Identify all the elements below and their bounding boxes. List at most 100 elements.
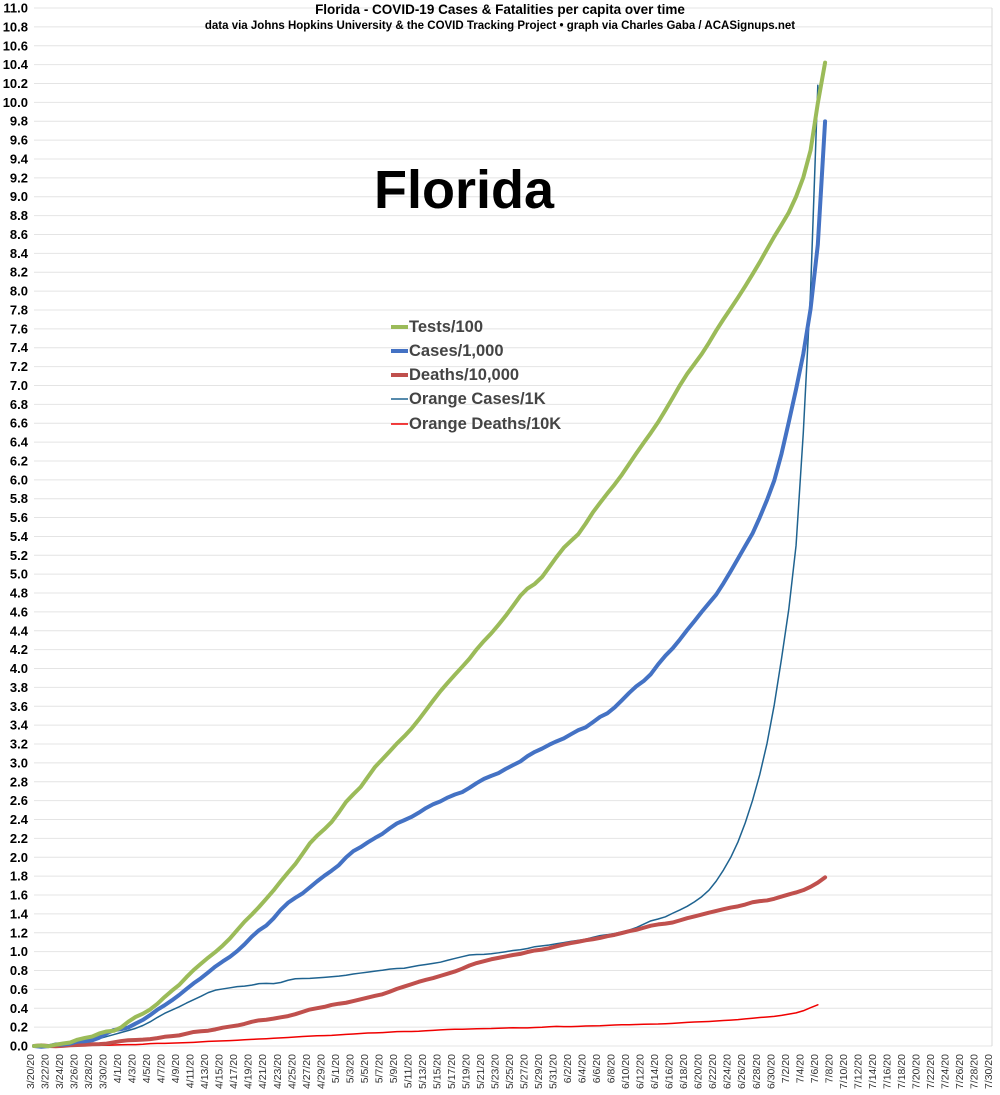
svg-text:10.6: 10.6	[3, 38, 28, 53]
svg-text:7/10/20: 7/10/20	[838, 1054, 850, 1089]
svg-text:11.0: 11.0	[3, 1, 28, 16]
svg-text:0.2: 0.2	[10, 1020, 28, 1035]
svg-text:7/24/20: 7/24/20	[939, 1054, 951, 1089]
svg-text:4/11/20: 4/11/20	[185, 1054, 197, 1088]
svg-text:1.4: 1.4	[10, 906, 29, 921]
svg-text:data via Johns Hopkins Univers: data via Johns Hopkins University & the …	[205, 20, 795, 32]
svg-text:7.0: 7.0	[10, 378, 28, 393]
svg-text:7/18/20: 7/18/20	[896, 1054, 908, 1089]
svg-text:4/3/20: 4/3/20	[127, 1054, 139, 1083]
svg-text:4/23/20: 4/23/20	[272, 1054, 284, 1089]
svg-text:5/29/20: 5/29/20	[533, 1054, 545, 1089]
svg-text:6.8: 6.8	[10, 397, 28, 412]
svg-text:2.2: 2.2	[10, 831, 28, 846]
svg-text:5/9/20: 5/9/20	[388, 1054, 400, 1083]
svg-text:4/13/20: 4/13/20	[199, 1054, 211, 1089]
svg-text:8.4: 8.4	[10, 246, 29, 261]
svg-text:4/5/20: 4/5/20	[141, 1054, 153, 1083]
svg-text:6/18/20: 6/18/20	[678, 1054, 690, 1089]
svg-text:6/30/20: 6/30/20	[765, 1054, 777, 1089]
svg-text:6/20/20: 6/20/20	[693, 1054, 705, 1089]
svg-text:7/14/20: 7/14/20	[867, 1054, 879, 1089]
svg-text:5.4: 5.4	[10, 529, 29, 544]
svg-text:4/17/20: 4/17/20	[228, 1054, 240, 1089]
svg-text:10.2: 10.2	[3, 76, 28, 91]
svg-text:5/31/20: 5/31/20	[548, 1054, 560, 1089]
svg-text:10.0: 10.0	[3, 95, 28, 110]
svg-text:1.2: 1.2	[10, 925, 28, 940]
svg-text:7.6: 7.6	[10, 321, 28, 336]
svg-text:0.6: 0.6	[10, 982, 28, 997]
svg-text:3.0: 3.0	[10, 755, 28, 770]
svg-text:6/14/20: 6/14/20	[649, 1054, 661, 1089]
svg-text:8.0: 8.0	[10, 284, 28, 299]
svg-text:Florida: Florida	[374, 160, 555, 220]
svg-text:4/29/20: 4/29/20	[315, 1054, 327, 1089]
svg-text:5/21/20: 5/21/20	[475, 1054, 487, 1089]
svg-text:3.6: 3.6	[10, 699, 28, 714]
svg-text:6/12/20: 6/12/20	[635, 1054, 647, 1089]
svg-text:5/3/20: 5/3/20	[344, 1054, 356, 1083]
svg-text:Deaths/10,000: Deaths/10,000	[409, 366, 519, 384]
svg-text:2.6: 2.6	[10, 793, 28, 808]
svg-text:5/23/20: 5/23/20	[489, 1054, 501, 1089]
svg-text:4/1/20: 4/1/20	[112, 1054, 124, 1083]
svg-text:5.6: 5.6	[10, 510, 28, 525]
svg-text:7/30/20: 7/30/20	[983, 1054, 995, 1089]
svg-text:7/4/20: 7/4/20	[794, 1054, 806, 1083]
svg-text:7/16/20: 7/16/20	[881, 1054, 893, 1089]
svg-text:3/28/20: 3/28/20	[83, 1054, 95, 1089]
svg-text:7/8/20: 7/8/20	[823, 1054, 835, 1083]
svg-text:9.4: 9.4	[10, 151, 29, 166]
svg-text:5/15/20: 5/15/20	[431, 1054, 443, 1089]
svg-text:2.0: 2.0	[10, 850, 28, 865]
svg-text:5/5/20: 5/5/20	[359, 1054, 371, 1083]
svg-text:7/12/20: 7/12/20	[852, 1054, 864, 1089]
svg-text:3.2: 3.2	[10, 737, 28, 752]
svg-text:0.4: 0.4	[10, 1001, 29, 1016]
svg-text:8.8: 8.8	[10, 208, 28, 223]
svg-text:0.8: 0.8	[10, 963, 28, 978]
svg-text:3.8: 3.8	[10, 680, 28, 695]
svg-text:2.4: 2.4	[10, 812, 29, 827]
svg-text:8.2: 8.2	[10, 265, 28, 280]
svg-text:4.6: 4.6	[10, 604, 28, 619]
svg-text:4/21/20: 4/21/20	[257, 1054, 269, 1089]
svg-text:4/7/20: 4/7/20	[156, 1054, 168, 1083]
svg-text:6/16/20: 6/16/20	[664, 1054, 676, 1089]
svg-text:Orange Deaths/10K: Orange Deaths/10K	[409, 415, 561, 433]
svg-text:7.8: 7.8	[10, 302, 28, 317]
svg-text:9.8: 9.8	[10, 114, 28, 129]
svg-text:6/28/20: 6/28/20	[751, 1054, 763, 1089]
svg-text:5/11/20: 5/11/20	[402, 1054, 414, 1088]
svg-text:3/24/20: 3/24/20	[54, 1054, 66, 1089]
svg-text:4.4: 4.4	[10, 623, 29, 638]
svg-text:4.2: 4.2	[10, 642, 28, 657]
svg-text:6.6: 6.6	[10, 416, 28, 431]
svg-text:9.6: 9.6	[10, 133, 28, 148]
svg-text:6/22/20: 6/22/20	[707, 1054, 719, 1089]
svg-text:1.8: 1.8	[10, 869, 28, 884]
svg-text:9.2: 9.2	[10, 170, 28, 185]
svg-text:5/27/20: 5/27/20	[519, 1054, 531, 1089]
svg-text:9.0: 9.0	[10, 189, 28, 204]
svg-text:5.0: 5.0	[10, 567, 28, 582]
svg-text:Florida - COVID-19 Cases & Fat: Florida - COVID-19 Cases & Fatalities pe…	[315, 2, 685, 17]
svg-text:5/7/20: 5/7/20	[373, 1054, 385, 1083]
svg-text:3.4: 3.4	[10, 718, 29, 733]
svg-text:6/24/20: 6/24/20	[722, 1054, 734, 1089]
svg-text:7/2/20: 7/2/20	[780, 1054, 792, 1083]
svg-text:6/4/20: 6/4/20	[577, 1054, 589, 1083]
svg-text:6.0: 6.0	[10, 472, 28, 487]
svg-text:6/10/20: 6/10/20	[620, 1054, 632, 1089]
svg-text:1.0: 1.0	[10, 944, 28, 959]
svg-text:5/1/20: 5/1/20	[330, 1054, 342, 1083]
svg-text:6.2: 6.2	[10, 453, 28, 468]
svg-text:3/22/20: 3/22/20	[40, 1054, 52, 1089]
svg-text:5.2: 5.2	[10, 548, 28, 563]
svg-text:10.4: 10.4	[3, 57, 29, 72]
svg-text:5.8: 5.8	[10, 491, 28, 506]
svg-text:6/26/20: 6/26/20	[736, 1054, 748, 1089]
svg-text:7/20/20: 7/20/20	[910, 1054, 922, 1089]
svg-text:3/30/20: 3/30/20	[98, 1054, 110, 1089]
